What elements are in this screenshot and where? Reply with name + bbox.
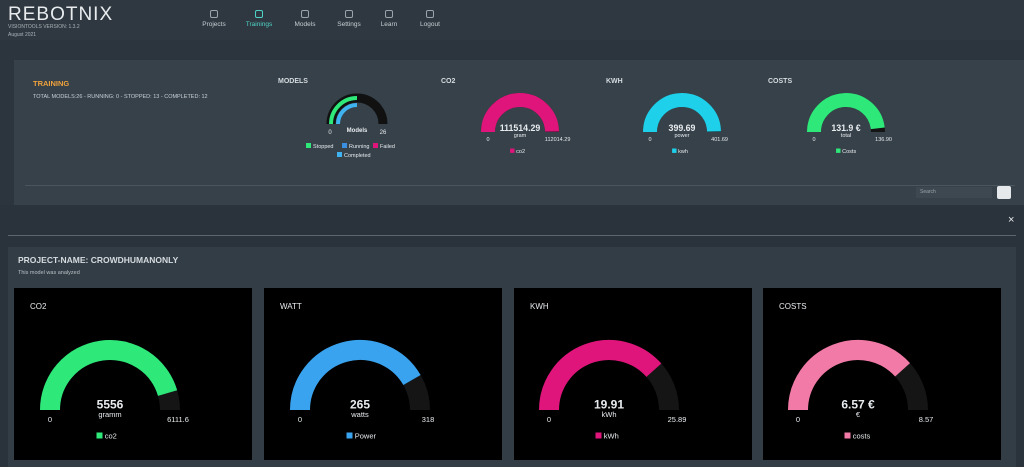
legend-label: Power — [355, 432, 377, 441]
divider — [8, 235, 1016, 236]
legend-label: Stopped — [313, 144, 334, 150]
gauge-value: 265 — [350, 398, 370, 412]
project-name: PROJECT-NAME: CROWDHUMANONLY — [18, 255, 179, 265]
summary-stats: TOTAL MODELS:26 - RUNNING: 0 - STOPPED: … — [33, 94, 208, 100]
gauge-unit: kWh — [602, 410, 617, 419]
gauge-min: 0 — [547, 415, 551, 424]
legend-label: co2 — [516, 149, 525, 155]
gauge-value: 111514.29 — [500, 123, 541, 133]
gauge-title: MODELS — [278, 78, 308, 85]
gauge-center-label: Models — [347, 128, 368, 134]
gauge-value: 19.91 — [594, 398, 624, 412]
gauge-min: 0 — [796, 415, 800, 424]
nav-label: Models — [294, 21, 316, 28]
search-input[interactable]: Search — [916, 187, 992, 198]
legend-swatch — [342, 143, 347, 148]
project-note: This model was analyzed — [18, 270, 80, 276]
card-title: COSTS — [779, 302, 807, 311]
nav-label: Settings — [337, 21, 361, 28]
gauge-arc — [290, 340, 421, 411]
gauge-arc — [481, 93, 559, 133]
gauge-arc — [539, 340, 662, 411]
legend-swatch — [373, 143, 378, 148]
legend-label: Running — [349, 144, 370, 150]
nav-item[interactable]: Learn — [364, 10, 414, 28]
gauge-max: 112014.29 — [545, 137, 571, 143]
search-button[interactable] — [997, 186, 1011, 199]
gauge-min: 0 — [298, 415, 302, 424]
header — [0, 0, 1024, 40]
legend-swatch — [844, 432, 851, 439]
nav-item[interactable]: Models — [280, 10, 330, 28]
gauge-value: 6.57 € — [841, 398, 875, 412]
gauge-title: COSTS — [768, 78, 793, 85]
nav-label: Projects — [202, 21, 226, 28]
legend-label: Costs — [842, 149, 856, 155]
legend-swatch — [595, 432, 602, 439]
nav-item[interactable]: Logout — [405, 10, 455, 28]
nav-item[interactable]: Trainings — [234, 10, 284, 28]
card-title: CO2 — [30, 302, 47, 311]
nav-label: Logout — [420, 21, 440, 28]
legend-swatch — [510, 148, 515, 153]
gauge-min: 0 — [486, 137, 489, 143]
version: VISIONTOOLS VERSION: 1.3.2 — [8, 24, 80, 30]
gauge-unit: total — [841, 133, 851, 139]
gauge-arc — [807, 93, 885, 133]
summary-panel — [14, 60, 1024, 205]
gauge-title: KWH — [606, 78, 623, 85]
gauge-unit: power — [675, 133, 690, 139]
date: August 2021 — [8, 32, 37, 38]
gauge-min: 0 — [48, 415, 52, 424]
close-button[interactable]: × — [1008, 214, 1015, 226]
models-arc — [336, 103, 358, 125]
gauge-value: 131.9 € — [831, 123, 860, 133]
legend-swatch — [672, 148, 677, 153]
gauge-value: 399.69 — [669, 123, 696, 133]
gauge-arc — [40, 340, 178, 411]
legend-swatch — [346, 432, 353, 439]
legend-swatch — [96, 432, 103, 439]
nav-item[interactable]: Settings — [324, 10, 374, 28]
gauge-unit: watts — [350, 410, 369, 419]
nav-label: Learn — [380, 21, 398, 28]
gauge-min: 0 — [648, 137, 651, 143]
models-arc — [329, 96, 358, 125]
summary-title: TRAINING — [33, 79, 70, 88]
legend-swatch — [337, 152, 342, 157]
gauge-max: 8.57 — [919, 415, 934, 424]
gauge-value: 5556 — [97, 398, 124, 412]
legend-label: kWh — [604, 432, 619, 441]
gauge-arc — [788, 340, 911, 411]
gauge-title: CO2 — [441, 78, 456, 85]
gauge-max: 6111.6 — [167, 415, 189, 424]
nav-item[interactable]: Projects — [189, 10, 239, 28]
gauge-max: 318 — [422, 415, 435, 424]
legend-label: Failed — [380, 144, 395, 150]
gauge-unit: gramm — [98, 410, 121, 419]
gauge-max: 401.69 — [711, 137, 728, 143]
gauge-unit: € — [856, 410, 861, 419]
gauge-arc — [643, 93, 721, 133]
gauge-max: 136.90 — [875, 137, 892, 143]
legend-label: kwh — [678, 149, 688, 155]
gauge-min: 0 — [812, 137, 815, 143]
card-title: KWH — [530, 302, 549, 311]
table — [25, 185, 1015, 206]
nav-label: Trainings — [245, 21, 273, 28]
logo[interactable]: REBOTNIX — [8, 4, 114, 25]
legend-label: Completed — [344, 153, 371, 159]
legend-swatch — [306, 143, 311, 148]
legend-label: co2 — [105, 432, 117, 441]
gauge-max: 25.89 — [668, 415, 687, 424]
gauge-max: 26 — [380, 130, 387, 136]
legend-swatch — [836, 148, 841, 153]
gauge-unit: gram — [514, 133, 527, 139]
legend-label: costs — [853, 432, 871, 441]
card-title: WATT — [280, 302, 302, 311]
gauge-min: 0 — [328, 130, 332, 136]
